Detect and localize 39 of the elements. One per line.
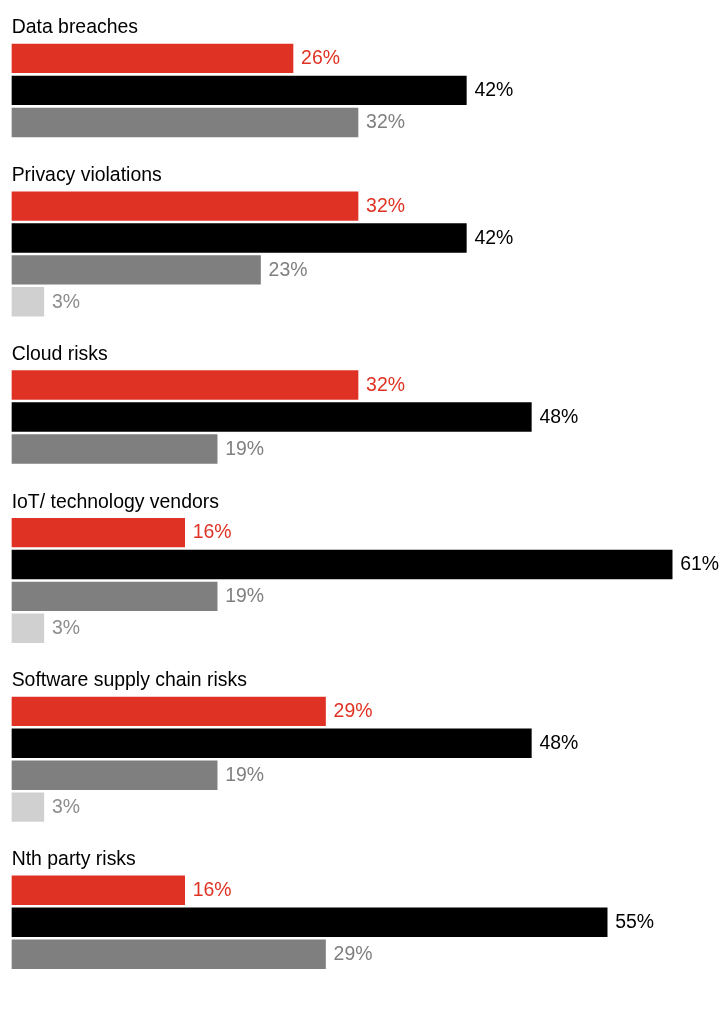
data-label: 23% [268,257,308,280]
data-label: 32% [366,193,405,216]
bar [11,613,45,643]
bar [11,223,467,253]
bar [11,255,261,285]
bar [11,696,326,727]
bar [11,581,218,612]
bar [11,728,532,758]
data-label: 16% [192,520,232,543]
data-label: 29% [333,942,373,965]
data-label: 3% [51,289,81,312]
data-label: 19% [225,436,265,459]
data-label: 16% [192,878,232,901]
bar [11,792,45,822]
chart-title: Nth party risks [11,847,137,870]
data-label: 42% [474,225,514,248]
bar [11,760,218,790]
bar [11,517,185,548]
data-label: 48% [539,404,579,427]
chart-title: Software supply chain risks [11,668,248,691]
data-label: 29% [333,699,373,722]
bar [11,191,359,221]
bar [11,287,45,317]
chart-title: IoT/ technology vendors [11,489,220,512]
chart-title: Privacy violations [11,163,162,186]
data-label: 19% [225,763,265,786]
chart-title: Data breaches [11,15,139,38]
data-label: 48% [539,731,579,754]
data-label: 55% [615,910,655,933]
data-label: 61% [680,552,720,575]
bar [11,549,673,580]
data-label: 32% [366,110,405,133]
data-label: 26% [301,46,340,69]
data-label: 3% [51,616,81,639]
chart-title: Cloud risks [11,341,109,364]
data-label: 3% [51,794,81,817]
data-label: 19% [225,584,265,607]
data-label: 32% [366,372,405,395]
data-label: 42% [474,78,514,101]
